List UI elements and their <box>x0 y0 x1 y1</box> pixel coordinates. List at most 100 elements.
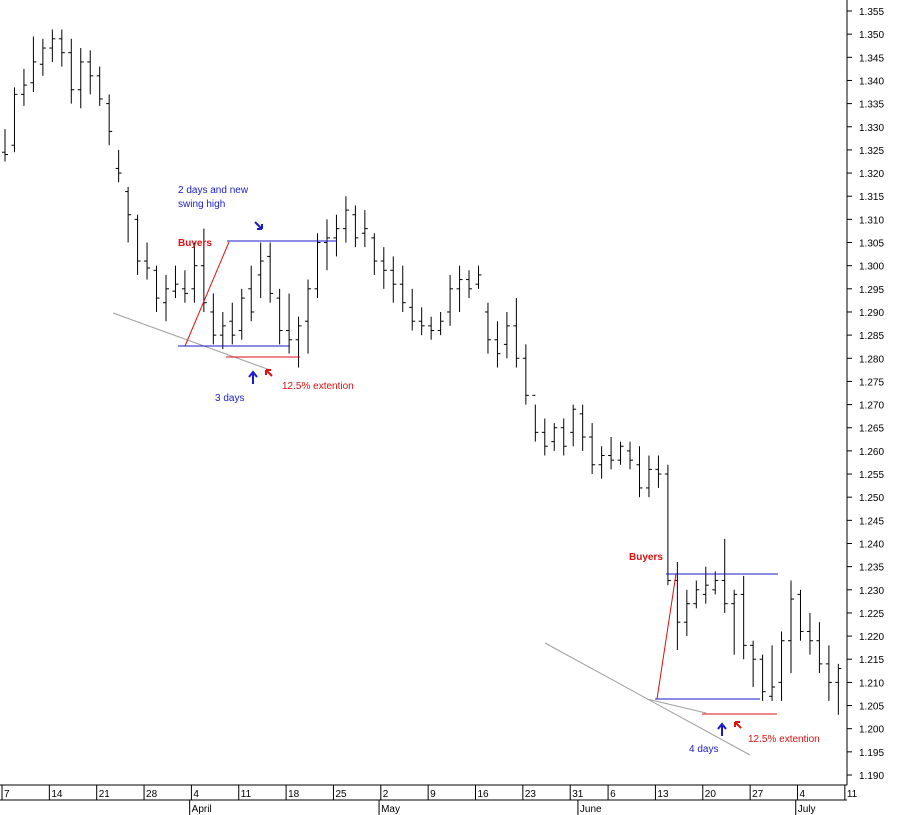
ohlc-bar <box>11 87 18 153</box>
ohlc-bar <box>740 575 747 660</box>
ohlc-bar <box>342 196 349 243</box>
y-tick-label: 1.220 <box>859 632 884 643</box>
y-tick-label: 1.195 <box>859 748 884 759</box>
x-day-label: 11 <box>241 789 252 800</box>
ohlc-bar <box>447 274 454 326</box>
ohlc-bar <box>589 423 596 475</box>
ohlc-bar <box>352 205 359 248</box>
annotation-group-june: Buyers 4 days 12.5% extention <box>544 552 820 756</box>
ohlc-bar <box>608 436 615 470</box>
support-trendline <box>112 312 271 371</box>
ohlc-bar <box>645 455 652 498</box>
ohlc-bar <box>191 242 198 303</box>
y-tick-label: 1.210 <box>859 678 884 689</box>
ohlc-bar <box>390 256 397 303</box>
y-tick-label: 1.315 <box>859 192 884 203</box>
ohlc-bar <box>380 247 387 289</box>
ohlc-bar <box>627 441 634 470</box>
ohlc-bar <box>617 441 624 465</box>
x-day-label: 7 <box>4 789 10 800</box>
ohlc-bar <box>579 404 586 451</box>
ohlc-bar <box>456 265 463 312</box>
ohlc-bar <box>788 580 795 674</box>
x-day-label: 31 <box>572 789 584 800</box>
ohlc-bar <box>721 538 728 613</box>
extension-arrow-icon <box>265 369 273 377</box>
y-axis: 1.190 1.195 1.200 1.205 1.210 1.215 1.220 1.225… <box>847 7 884 782</box>
x-day-label: 13 <box>657 789 669 800</box>
ohlc-bar <box>305 279 312 354</box>
x-month-label: April <box>192 804 212 815</box>
ohlc-bar <box>769 645 776 701</box>
ohlc-bar <box>361 210 368 248</box>
ohlc-bar <box>494 321 501 368</box>
x-month-label: June <box>580 804 602 815</box>
up-arrow-icon <box>248 370 258 384</box>
y-tick-label: 1.190 <box>859 771 884 782</box>
ohlc-bar <box>797 589 804 641</box>
x-day-label: 23 <box>525 789 537 800</box>
extension-label: 12.5% extention <box>748 734 820 745</box>
y-tick-label: 1.345 <box>859 53 884 64</box>
ohlc-bar <box>522 344 529 405</box>
y-tick-label: 1.205 <box>859 702 884 713</box>
annotation-group-april: Buyers 2 days and new swing high 3 days … <box>112 185 354 404</box>
ohlc-bar <box>371 233 378 275</box>
ohlc-bar <box>219 311 226 350</box>
swing-up-line <box>656 573 677 700</box>
y-tick-label: 1.280 <box>859 354 884 365</box>
y-tick-label: 1.340 <box>859 76 884 87</box>
ohlc-bar <box>560 418 567 456</box>
ohlc-bar <box>96 66 103 106</box>
y-tick-label: 1.275 <box>859 377 884 388</box>
y-tick-label: 1.270 <box>859 401 884 412</box>
ohlc-bar <box>731 589 738 655</box>
support-trendline-short <box>646 698 707 714</box>
ohlc-bar <box>466 270 473 299</box>
x-day-label: 6 <box>610 789 616 800</box>
y-tick-label: 1.215 <box>859 655 884 666</box>
ohlc-bar <box>314 233 321 299</box>
y-tick-label: 1.330 <box>859 123 884 134</box>
ohlc-bar <box>409 288 416 331</box>
y-tick-label: 1.240 <box>859 539 884 550</box>
x-day-label: 28 <box>146 789 158 800</box>
swing-arrow-icon <box>254 221 263 230</box>
ohlc-bar <box>58 29 65 67</box>
ohlc-bar <box>484 302 491 354</box>
x-month-label: May <box>381 804 400 815</box>
ohlc-bar <box>49 29 56 62</box>
y-tick-label: 1.285 <box>859 331 884 342</box>
ohlc-bar <box>693 580 700 609</box>
ohlc-bar <box>778 631 785 701</box>
ohlc-bars <box>2 29 842 715</box>
ohlc-bar <box>200 228 207 312</box>
y-tick-label: 1.250 <box>859 493 884 504</box>
swing-up-line <box>184 241 230 347</box>
ohlc-bar <box>806 612 813 655</box>
swing-note-line1: 2 days and new <box>178 185 249 196</box>
up-arrow-icon <box>717 722 727 736</box>
x-day-label: 25 <box>335 789 347 800</box>
buyers-label: Buyers <box>178 238 212 249</box>
ohlc-bar <box>153 265 160 312</box>
ohlc-bar <box>475 265 482 289</box>
ohlc-bar <box>759 654 766 701</box>
x-month-label: July <box>798 804 816 815</box>
x-day-label: 20 <box>705 789 717 800</box>
y-tick-label: 1.225 <box>859 609 884 620</box>
ohlc-bar <box>115 149 122 183</box>
x-day-label: 16 <box>478 789 490 800</box>
y-tick-label: 1.260 <box>859 447 884 458</box>
ohlc-bar <box>125 186 132 243</box>
ohlc-bar <box>399 265 406 312</box>
y-tick-label: 1.265 <box>859 424 884 435</box>
y-tick-label: 1.335 <box>859 100 884 111</box>
ohlc-bar <box>570 404 577 447</box>
ohlc-bar <box>87 50 94 95</box>
ohlc-bar <box>248 265 255 322</box>
ohlc-bar <box>2 129 8 162</box>
y-tick-label: 1.255 <box>859 470 884 481</box>
